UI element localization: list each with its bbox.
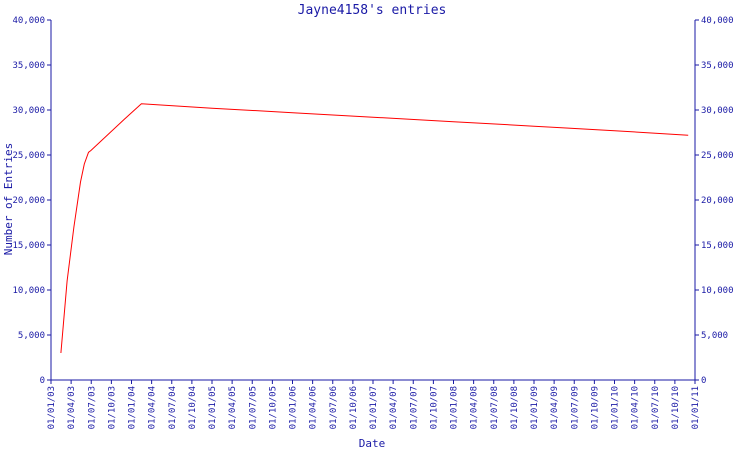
x-tick-label: 01/07/08 bbox=[490, 386, 500, 429]
y-tick-label-right: 15,000 bbox=[701, 241, 734, 251]
x-tick-label: 01/04/09 bbox=[550, 386, 560, 429]
x-tick-label: 01/10/03 bbox=[107, 386, 117, 429]
y-tick-label-left: 35,000 bbox=[12, 61, 45, 71]
x-tick-label: 01/01/05 bbox=[208, 386, 218, 429]
x-tick-label: 01/04/10 bbox=[631, 386, 641, 429]
x-tick-label: 01/04/05 bbox=[228, 386, 238, 429]
y-tick-label-left: 0 bbox=[40, 376, 45, 386]
y-tick-label-right: 35,000 bbox=[701, 61, 734, 71]
series-line-0 bbox=[60, 103, 689, 354]
x-tick-label: 01/07/09 bbox=[570, 386, 580, 429]
y-axis-title: Number of Entries bbox=[2, 143, 15, 256]
y-tick-label-right: 10,000 bbox=[701, 286, 734, 296]
x-tick-label: 01/10/08 bbox=[510, 386, 520, 429]
x-tick-label: 01/07/03 bbox=[87, 386, 97, 429]
y-tick-label-right: 20,000 bbox=[701, 196, 734, 206]
y-tick-label-right: 0 bbox=[701, 376, 706, 386]
y-axis-ticks: 0 0 5,000 5,000 10,000 10,000 15,000 15,000 20,0… bbox=[12, 16, 733, 386]
y-tick-label-left: 40,000 bbox=[12, 16, 45, 26]
x-tick-label: 01/01/06 bbox=[289, 386, 299, 429]
x-axis-title: Date bbox=[359, 437, 386, 450]
x-tick-label: 01/01/08 bbox=[450, 386, 460, 429]
y-tick-label-right: 25,000 bbox=[701, 151, 734, 161]
chart-title: Jayne4158's entries bbox=[298, 3, 447, 18]
y-tick-label-left: 5,000 bbox=[18, 331, 45, 341]
x-tick-label: 01/01/11 bbox=[691, 386, 701, 429]
x-tick-label: 01/07/07 bbox=[409, 386, 419, 429]
y-tick-label-right: 5,000 bbox=[701, 331, 728, 341]
x-tick-label: 01/01/03 bbox=[47, 386, 57, 429]
x-tick-label: 01/10/05 bbox=[268, 386, 278, 429]
x-tick-label: 01/04/03 bbox=[67, 386, 77, 429]
x-tick-label: 01/07/05 bbox=[248, 386, 258, 429]
y-tick-label-left: 25,000 bbox=[12, 151, 45, 161]
x-tick-label: 01/10/09 bbox=[590, 386, 600, 429]
x-tick-label: 01/04/07 bbox=[389, 386, 399, 429]
y-tick-label-left: 15,000 bbox=[12, 241, 45, 251]
x-tick-label: 01/01/07 bbox=[369, 386, 379, 429]
x-tick-label: 01/10/06 bbox=[349, 386, 359, 429]
y-tick-label-right: 30,000 bbox=[701, 106, 734, 116]
y-tick-label-left: 30,000 bbox=[12, 106, 45, 116]
x-tick-label: 01/04/06 bbox=[309, 386, 319, 429]
x-tick-label: 01/10/04 bbox=[188, 386, 198, 429]
x-tick-label: 01/07/06 bbox=[329, 386, 339, 429]
x-tick-label: 01/07/04 bbox=[168, 386, 178, 429]
x-tick-label: 01/04/08 bbox=[470, 386, 480, 429]
y-tick-label-left: 10,000 bbox=[12, 286, 45, 296]
x-axis-ticks: 01/01/03 01/04/03 01/07/03 01/10/03 01/01/04… bbox=[47, 380, 701, 429]
y-tick-label-left: 20,000 bbox=[12, 196, 45, 206]
x-tick-label: 01/01/04 bbox=[128, 386, 138, 429]
x-tick-label: 01/10/10 bbox=[671, 386, 681, 429]
x-tick-label: 01/07/10 bbox=[651, 386, 661, 429]
series-group bbox=[60, 103, 689, 354]
y-tick-label-right: 40,000 bbox=[701, 16, 734, 26]
x-tick-label: 01/04/04 bbox=[148, 386, 158, 429]
x-tick-label: 01/01/09 bbox=[530, 386, 540, 429]
x-tick-label: 01/10/07 bbox=[429, 386, 439, 429]
chart-axes bbox=[50, 20, 696, 381]
x-tick-label: 01/01/10 bbox=[611, 386, 621, 429]
